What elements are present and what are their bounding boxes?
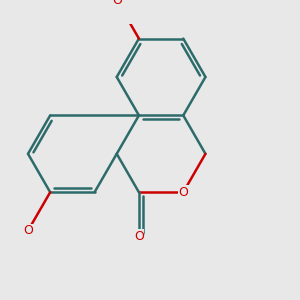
Text: O: O: [23, 224, 33, 237]
Text: O: O: [178, 186, 188, 199]
Text: O: O: [112, 0, 122, 7]
Text: O: O: [134, 230, 144, 243]
